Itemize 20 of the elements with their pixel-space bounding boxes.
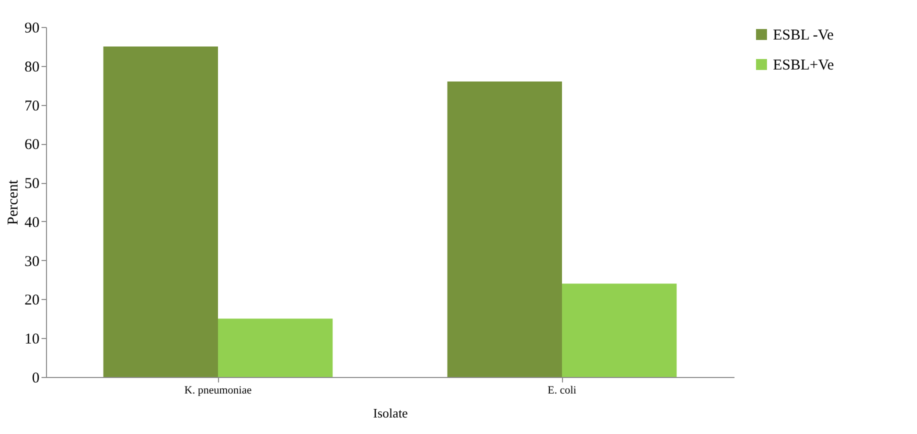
x-axis-title: Isolate (373, 406, 408, 420)
legend-label: ESBL -Ve (773, 28, 834, 44)
y-tick-label: 40 (24, 214, 40, 231)
bar (103, 46, 218, 377)
y-axis-title: Percent (6, 179, 22, 225)
y-tick-label: 80 (24, 59, 40, 76)
y-tick-label: 20 (24, 292, 40, 309)
y-tick-label: 50 (24, 176, 40, 192)
y-tick-label: 10 (24, 332, 40, 348)
bar (218, 318, 333, 377)
x-tick-label: K. pneumoniae (184, 384, 252, 396)
legend-label: ESBL+Ve (773, 58, 834, 74)
y-tick-label: 0 (32, 370, 40, 386)
bar (562, 284, 677, 377)
y-tick-label: 30 (24, 254, 40, 270)
y-tick-label: 60 (24, 137, 40, 154)
y-tick-label: 90 (24, 20, 40, 36)
y-tick-label: 70 (24, 98, 40, 114)
x-tick-label: E. coli (548, 384, 576, 396)
bar (447, 81, 562, 377)
